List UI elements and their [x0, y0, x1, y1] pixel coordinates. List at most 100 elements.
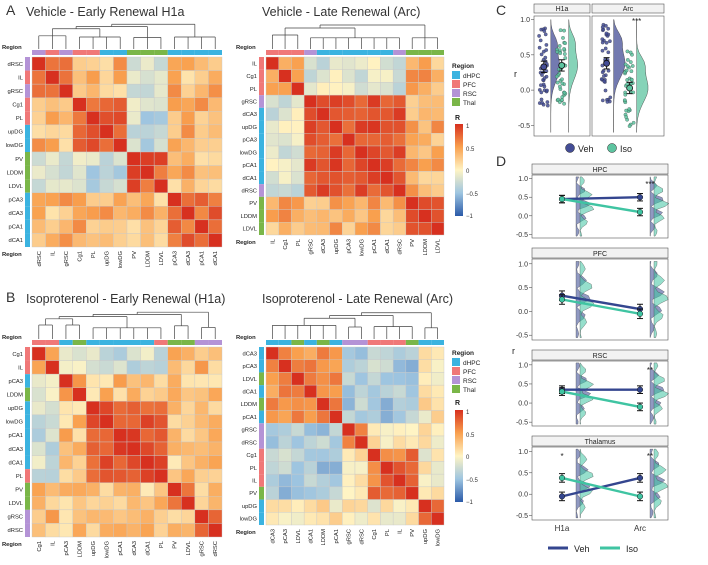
row-label: pCA3	[242, 364, 257, 370]
row-label: pCA3	[242, 138, 257, 144]
row-label: PV	[15, 488, 23, 494]
heatmap-cell	[431, 384, 445, 399]
line-ytick: 1.0	[518, 362, 528, 369]
heatmap-cell	[329, 120, 343, 134]
region-legend-b: Region dHPC PFC RSC Thal	[452, 350, 481, 394]
row-label: dRSC	[242, 440, 257, 446]
heatmap-cell	[329, 107, 343, 121]
heatmap-cell	[86, 401, 101, 416]
heatmap-cell	[86, 523, 101, 538]
heatmap-cell	[329, 461, 343, 475]
heatmap-cell	[354, 359, 368, 373]
heatmap-cell	[367, 435, 381, 449]
heatmap-cell	[431, 372, 445, 386]
heatmap-cell	[181, 233, 196, 248]
column-label: Cg1	[37, 541, 43, 552]
region-bar-row	[25, 124, 30, 139]
heatmap-cell	[303, 461, 318, 475]
heatmap-cell	[72, 111, 87, 126]
line-ytick: -0.5	[516, 333, 528, 340]
heatmap-cell	[329, 222, 343, 236]
heatmap-cell	[291, 435, 305, 449]
violin-legend: Veh Iso	[565, 143, 632, 154]
heatmap-cell	[58, 165, 73, 180]
heatmap-cell	[58, 111, 73, 126]
row-label: upDG	[242, 125, 258, 131]
heatmap-cell	[86, 70, 101, 85]
heatmap-cell	[342, 461, 356, 475]
heatmap-cell	[342, 473, 356, 488]
heatmap-cell	[380, 473, 394, 488]
heatmap-cell	[354, 512, 368, 526]
region-legend-title: Region	[452, 63, 474, 70]
heatmap-cell	[126, 387, 141, 402]
region-bar-row	[25, 152, 30, 166]
density-Iso	[653, 261, 669, 338]
heatmap-cell	[140, 387, 155, 402]
row-label: PV	[249, 491, 257, 497]
heatmap-cell	[58, 428, 73, 443]
heatmap-cell	[380, 171, 394, 185]
column-label: Cg1	[283, 239, 289, 250]
heatmap-cell	[194, 523, 209, 538]
heatmap-cell	[208, 83, 223, 98]
data-point-Iso	[636, 310, 644, 317]
heatmap-cell	[291, 499, 305, 513]
facet-frame	[533, 15, 591, 137]
heatmap-cell	[126, 360, 141, 375]
heatmap-cell	[265, 486, 279, 500]
data-point	[624, 108, 629, 113]
data-point	[627, 107, 632, 111]
data-point	[538, 38, 543, 43]
heatmap-cell	[126, 219, 141, 234]
line-panels: rHPC-0.50.00.51.0***PFC-0.50.00.51.0RSC-…	[512, 163, 670, 554]
heatmap-cell	[86, 482, 101, 497]
data-point-Iso	[558, 388, 566, 395]
heatmap-cell	[31, 178, 46, 193]
region-bar-row	[259, 359, 264, 373]
heatmap-cell	[194, 482, 209, 497]
mean-point-Iso	[626, 84, 634, 92]
heatmap-cell	[167, 70, 182, 85]
region-bar-row	[25, 509, 30, 524]
data-point	[543, 32, 548, 37]
heatmap-cell	[140, 56, 155, 71]
facet-frame	[591, 15, 665, 137]
heatmap-cell	[380, 94, 394, 109]
heatmap-cell	[392, 94, 407, 109]
heatmap-cell	[140, 111, 155, 126]
violin-facet-H1a: H1a	[533, 3, 591, 137]
heatmap-cell	[316, 120, 330, 134]
heatmap-cell	[431, 512, 445, 526]
line-ytick: 0.5	[518, 195, 528, 202]
column-label: PL	[296, 238, 302, 246]
region-bar-row	[259, 474, 264, 487]
heatmap-cell	[405, 384, 419, 399]
heatmap-cell	[99, 138, 114, 153]
series-line-Iso	[561, 197, 641, 214]
heatmap-cell	[303, 196, 318, 210]
data-point	[603, 46, 608, 51]
row-label: gRSC	[8, 89, 23, 95]
heatmap-cell	[354, 410, 368, 424]
heatmap-cell	[380, 499, 394, 513]
heatmap-cell	[208, 206, 223, 221]
heatmap-cell	[354, 107, 368, 121]
row-label: gRSC	[242, 428, 257, 434]
data-point	[562, 47, 566, 51]
heatmap-cell	[31, 360, 46, 375]
heatmap-cell	[303, 384, 318, 399]
heatmap-cell	[181, 178, 196, 193]
column-label: LDDM	[145, 251, 151, 268]
heatmap-cell	[140, 219, 155, 234]
heatmap-cell	[167, 414, 182, 429]
region-bar-col	[140, 50, 155, 55]
heatmap-cell	[99, 428, 114, 443]
r-colorbar	[455, 410, 463, 502]
heatmap-cell	[354, 171, 368, 185]
heatmap-cell	[291, 486, 305, 500]
heatmap-cell	[153, 360, 168, 375]
row-label: upDG	[8, 406, 24, 412]
heatmap-cell	[354, 499, 368, 513]
region-bar-col	[291, 50, 305, 55]
